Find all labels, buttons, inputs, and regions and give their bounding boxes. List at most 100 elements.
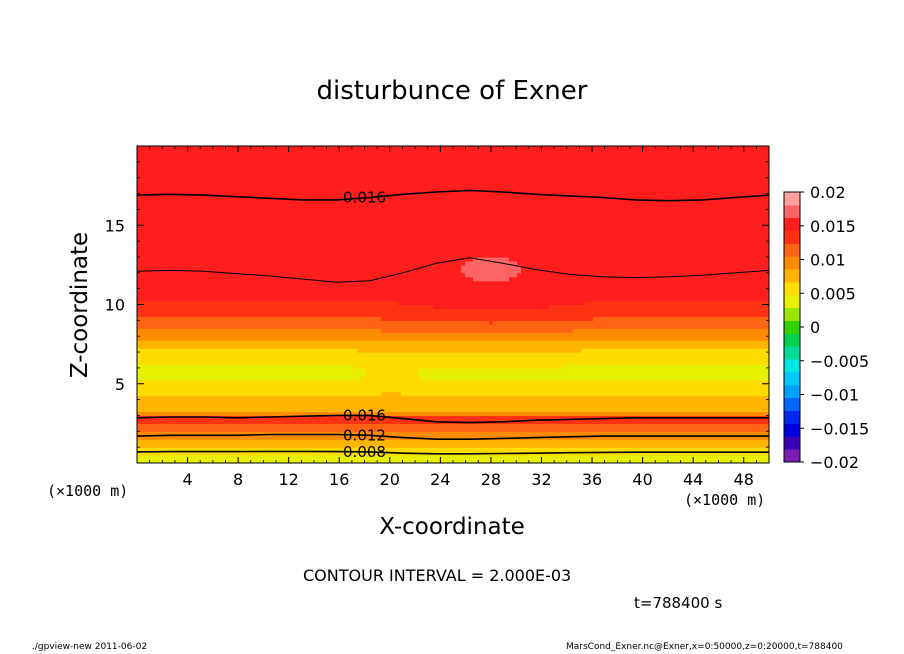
field-cell (261, 443, 266, 448)
field-cell (325, 443, 330, 448)
field-cell (149, 391, 154, 397)
field-cell (245, 431, 250, 436)
field-cell (153, 260, 158, 266)
field-cell (325, 348, 330, 353)
field-cell (333, 363, 338, 369)
field-cell (369, 407, 374, 413)
field-cell (149, 363, 154, 369)
field-cell (273, 391, 278, 397)
field-cell (149, 153, 154, 159)
field-cell (201, 205, 206, 210)
field-cell (169, 245, 174, 250)
field-cell (269, 185, 274, 191)
field-cell (345, 280, 350, 286)
field-cell (349, 324, 354, 329)
field-cell (225, 375, 230, 381)
field-cell (253, 427, 258, 432)
field-cell (289, 165, 294, 171)
field-cell (165, 324, 170, 329)
field-cell (253, 181, 258, 187)
field-cell (233, 407, 238, 413)
field-cell (293, 403, 298, 409)
field-cell (265, 459, 270, 463)
field-cell (185, 201, 190, 207)
field-cell (145, 209, 150, 214)
field-cell (225, 280, 230, 286)
field-cell (297, 415, 302, 421)
field-cell (189, 173, 194, 179)
field-cell (241, 165, 246, 171)
field-cell (353, 276, 358, 282)
field-cell (253, 173, 258, 179)
field-cell (265, 391, 270, 397)
field-cell (185, 320, 190, 325)
field-cell (213, 336, 218, 341)
field-cell (225, 229, 230, 234)
field-cell (281, 340, 286, 345)
field-cell (229, 221, 234, 226)
field-cell (201, 292, 206, 298)
field-cell (297, 443, 302, 448)
field-cell (229, 280, 234, 286)
field-cell (245, 300, 250, 306)
field-cell (329, 264, 334, 270)
field-cell (273, 427, 278, 432)
field-cell (309, 387, 314, 393)
field-cell (373, 399, 378, 405)
field-cell (257, 395, 262, 401)
field-cell (321, 209, 326, 214)
field-cell (257, 217, 262, 222)
field-cell (281, 245, 286, 250)
field-cell (345, 431, 350, 436)
field-cell (277, 233, 282, 238)
field-cell (273, 217, 278, 222)
field-cell (257, 185, 262, 191)
field-cell (205, 209, 210, 214)
field-cell (197, 304, 202, 310)
field-cell (197, 352, 202, 357)
field-cell (153, 304, 158, 310)
field-cell (381, 459, 386, 463)
field-cell (229, 312, 234, 317)
field-cell (229, 383, 234, 389)
field-cell (149, 423, 154, 428)
field-cell (301, 407, 306, 413)
field-cell (169, 193, 174, 199)
field-cell (277, 197, 282, 203)
field-cell (157, 221, 162, 226)
field-cell (353, 363, 358, 369)
field-cell (229, 292, 234, 298)
field-cell (325, 225, 330, 230)
field-cell (365, 399, 370, 405)
field-cell (341, 304, 346, 310)
field-cell (225, 383, 230, 389)
field-cell (241, 340, 246, 345)
field-cell (365, 249, 370, 254)
field-cell (217, 383, 222, 389)
field-cell (185, 193, 190, 199)
field-cell (177, 213, 182, 218)
field-cell (365, 431, 370, 436)
field-cell (225, 359, 230, 365)
field-cell (341, 371, 346, 377)
field-cell (149, 181, 154, 187)
field-cell (329, 185, 334, 191)
field-cell (181, 300, 186, 306)
field-cell (201, 312, 206, 317)
field-cell (293, 229, 298, 234)
field-cell (381, 316, 386, 321)
field-cell (261, 296, 266, 302)
field-cell (165, 272, 170, 278)
field-cell (249, 213, 254, 218)
field-cell (321, 336, 326, 341)
field-cell (365, 415, 370, 421)
field-cell (249, 348, 254, 353)
field-cell (309, 169, 314, 175)
field-cell (141, 391, 146, 397)
field-cell (137, 245, 142, 250)
field-cell (325, 332, 330, 337)
field-cell (209, 292, 214, 298)
field-cell (177, 308, 182, 314)
field-cell (341, 316, 346, 321)
field-cell (205, 237, 210, 242)
